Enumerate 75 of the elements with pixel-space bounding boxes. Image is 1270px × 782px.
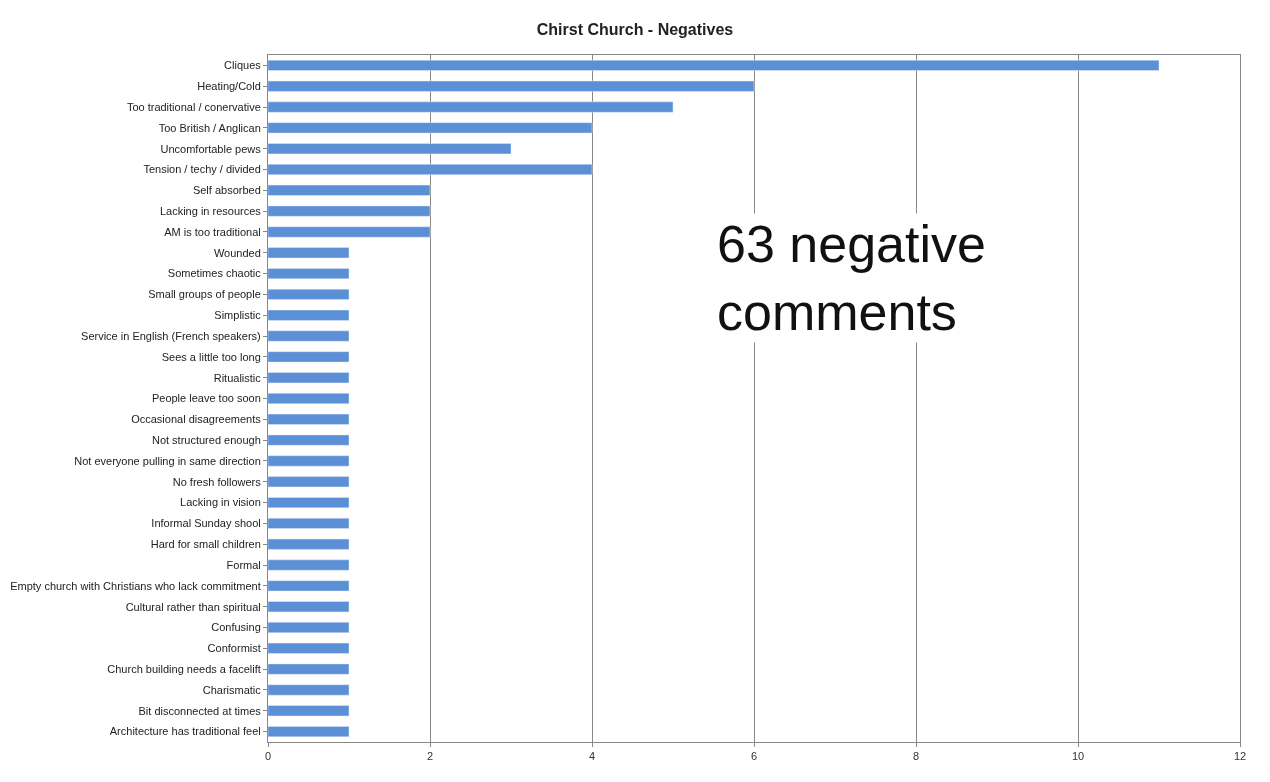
annotation: 63 negative comments <box>717 215 986 341</box>
bar <box>268 143 512 155</box>
y-tick-label: Church building needs a facelift <box>107 662 261 675</box>
bar <box>268 580 350 592</box>
bar <box>268 226 431 238</box>
bar <box>268 184 431 196</box>
bar <box>268 642 350 654</box>
y-tick-label: Lacking in vision <box>180 496 261 509</box>
y-tick-label: Informal Sunday shool <box>151 517 261 530</box>
y-tick-label: Heating/Cold <box>197 80 261 93</box>
y-tick-label: Hard for small children <box>150 538 261 551</box>
bar <box>268 59 1160 71</box>
bar <box>268 351 350 363</box>
y-tick-label: Conformist <box>207 642 261 655</box>
y-tick-label: Empty church with Christians who lack commitment <box>10 579 261 592</box>
y-tick-label: Charismatic <box>202 683 262 696</box>
y-tick-label: Not structured enough <box>151 433 261 446</box>
y-tick-label: Too British / Anglican <box>158 121 261 134</box>
y-tick-label: Lacking in resources <box>159 204 262 217</box>
bar <box>268 559 350 571</box>
bar <box>268 288 350 300</box>
y-tick-label: Simplistic <box>214 309 262 322</box>
y-tick-label: Wounded <box>213 246 261 259</box>
bar <box>268 538 350 550</box>
bar <box>268 393 350 404</box>
bar <box>268 247 350 259</box>
bar <box>268 684 350 696</box>
y-tick-label: People leave too soon <box>151 392 261 405</box>
y-tick-label: Cliques <box>224 59 262 72</box>
bar <box>268 622 350 633</box>
y-tick-label: Sometimes chaotic <box>167 267 262 280</box>
y-tick-label: Too traditional / conervative <box>126 100 261 113</box>
x-tick-label: 2 <box>426 750 434 763</box>
bar <box>268 726 350 738</box>
bar <box>268 663 350 675</box>
y-tick-label: Bit disconnected at times <box>138 704 262 717</box>
x-tick-label: 8 <box>912 750 920 763</box>
y-tick-label: No fresh followers <box>172 475 262 488</box>
y-tick-label: Tension / techy / divided <box>143 163 261 176</box>
bar <box>268 205 431 217</box>
x-tick-label: 10 <box>1071 750 1085 763</box>
bar <box>268 517 350 529</box>
bar <box>268 122 593 134</box>
x-tick-label: 4 <box>588 750 596 763</box>
bar <box>268 268 350 280</box>
y-tick-label: Confusing <box>211 621 261 634</box>
bar <box>268 80 755 92</box>
bar <box>268 455 350 467</box>
y-tick-label: Uncomfortable pews <box>160 142 262 155</box>
y-tick-label: Occasional disagreements <box>131 413 262 426</box>
bar <box>268 164 593 175</box>
y-tick-label: Not everyone pulling in same direction <box>74 454 261 467</box>
bar <box>268 413 350 425</box>
y-tick-label: Cultural rather than spiritual <box>125 600 261 613</box>
x-tick-label: 0 <box>264 750 272 763</box>
bar <box>268 705 350 717</box>
y-tick-label: Service in English (French speakers) <box>81 329 261 342</box>
bar <box>268 309 350 321</box>
y-tick-label: Architecture has traditional feel <box>109 725 261 738</box>
bar <box>268 434 350 446</box>
bar <box>268 101 674 113</box>
bar <box>268 497 350 509</box>
x-tick-label: 12 <box>1233 750 1247 763</box>
chart-title: Chirst Church - Negatives <box>536 20 734 38</box>
bar <box>268 372 350 384</box>
bar <box>268 476 350 488</box>
y-tick-label: Self absorbed <box>192 184 261 197</box>
bar <box>268 601 350 613</box>
y-tick-label: Small groups of people <box>148 288 261 301</box>
x-tick-label: 6 <box>750 750 758 763</box>
y-tick-label: Sees a little too long <box>161 350 261 363</box>
bar <box>268 330 350 342</box>
y-tick-label: Formal <box>226 558 261 571</box>
y-tick-label: AM is too traditional <box>164 225 261 238</box>
y-tick-label: Ritualistic <box>213 371 262 384</box>
